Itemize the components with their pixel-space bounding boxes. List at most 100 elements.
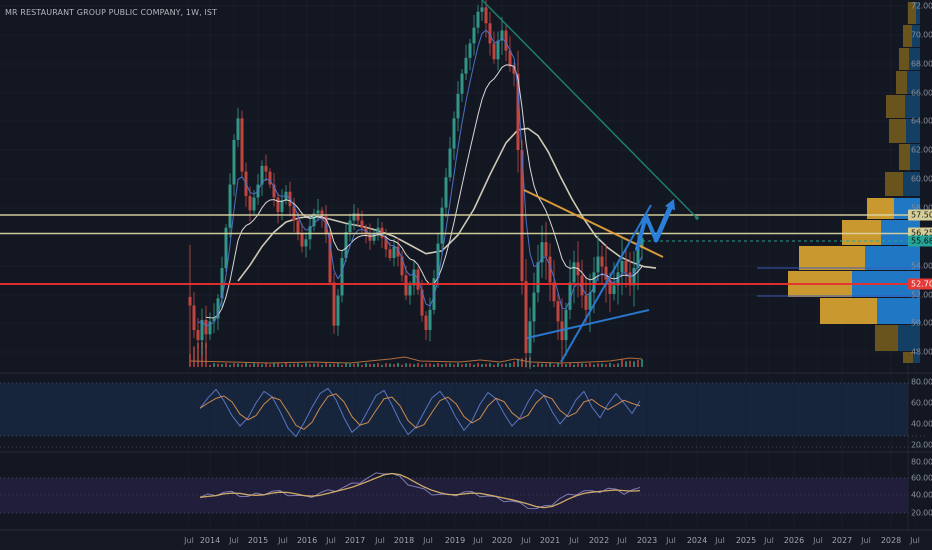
- candle-body: [276, 197, 280, 212]
- mini-volume-bar: [229, 364, 231, 367]
- mini-volume-bar: [237, 363, 239, 367]
- mini-volume-bar: [265, 363, 267, 367]
- mini-volume-bar: [413, 364, 415, 367]
- candle-body: [444, 177, 448, 208]
- volume-profile-gold: [885, 172, 903, 196]
- mini-volume-bar: [253, 363, 255, 367]
- volume-profile-blue: [912, 25, 920, 47]
- candle-body: [228, 184, 232, 228]
- candle-body: [596, 256, 600, 273]
- mini-volume-bar: [389, 363, 391, 367]
- arrow-shaft[interactable]: [644, 214, 658, 242]
- trendline: [526, 309, 650, 339]
- mini-volume-bar: [517, 358, 519, 367]
- candle-body: [248, 196, 252, 211]
- candle-body: [640, 237, 644, 248]
- candle-body: [424, 315, 428, 330]
- candle-body: [448, 148, 452, 178]
- candle-body: [564, 309, 568, 341]
- mini-volume-bar: [461, 364, 463, 367]
- mini-volume-bar: [537, 363, 539, 367]
- oscillator-line: [199, 472, 641, 510]
- candle-body: [280, 200, 284, 212]
- mini-volume-bar: [357, 363, 359, 367]
- candle-body: [188, 296, 192, 306]
- arrow-shaft[interactable]: [653, 201, 675, 243]
- candle-body: [580, 275, 584, 296]
- candle-body: [436, 243, 440, 279]
- candle-body: [212, 318, 216, 322]
- candle-body: [516, 73, 520, 150]
- candle-body: [500, 30, 504, 41]
- mini-volume-bar: [629, 360, 631, 367]
- mini-volume-bar: [369, 363, 371, 367]
- mini-volume-bar: [233, 363, 235, 367]
- candle-body: [392, 246, 396, 258]
- candle-body: [504, 30, 508, 51]
- volume-profile-blue: [894, 198, 920, 219]
- mini-volume-bar: [193, 346, 195, 367]
- mini-volume-bar: [421, 364, 423, 367]
- candle-body: [592, 272, 596, 293]
- mini-volume-bar: [533, 364, 535, 367]
- candle-body: [224, 227, 228, 269]
- candle-body: [508, 50, 512, 67]
- mini-volume-bar: [405, 363, 407, 367]
- volume-profile-gold: [799, 246, 865, 270]
- candle-body: [612, 285, 616, 294]
- volume-profile-blue: [905, 95, 920, 118]
- volume-profile-blue: [909, 48, 920, 70]
- candle-body: [260, 165, 264, 185]
- candle-body: [420, 289, 424, 316]
- candle-body: [552, 282, 556, 302]
- mini-volume-bar: [497, 363, 499, 367]
- volume-profile-blue: [916, 2, 920, 24]
- candle-body: [284, 191, 288, 201]
- mini-volume-bar: [609, 363, 611, 367]
- mini-volume-bar: [425, 363, 427, 367]
- candle-body: [404, 275, 408, 296]
- mini-volume-bar: [197, 343, 199, 367]
- mini-volume-bar: [637, 359, 639, 367]
- mini-volume-bar: [521, 358, 523, 367]
- volume-profile-blue: [898, 325, 920, 351]
- mini-volume-bar: [633, 361, 635, 367]
- mini-volume-bar: [477, 363, 479, 367]
- volume-profile-gold: [903, 25, 912, 47]
- candle-body: [328, 233, 332, 283]
- mini-volume-bar: [321, 364, 323, 367]
- mini-volume-bar: [249, 364, 251, 367]
- mini-volume-bar: [489, 363, 491, 367]
- mini-volume-bar: [209, 364, 211, 367]
- candle-body: [296, 220, 300, 234]
- mini-volume-bar: [353, 363, 355, 367]
- mini-volume-bar: [257, 363, 259, 367]
- volume-profile-blue: [906, 119, 920, 143]
- candle-body: [624, 260, 628, 273]
- mini-volume-bar: [245, 363, 247, 367]
- mini-volume-bar: [213, 363, 215, 367]
- candle-body: [216, 298, 220, 319]
- candle-body: [236, 118, 240, 140]
- mini-volume-bar: [313, 363, 315, 367]
- mini-volume-bar: [309, 364, 311, 367]
- mini-volume-bar: [365, 363, 367, 367]
- volume-profile-gold: [889, 119, 906, 143]
- candle-body: [464, 57, 468, 74]
- arrow-shaft[interactable]: [635, 218, 647, 251]
- mini-volume-bar: [397, 363, 399, 367]
- candle-body: [196, 330, 200, 341]
- candle-body: [300, 233, 304, 247]
- mini-volume-bar: [325, 363, 327, 367]
- candle-body: [620, 260, 624, 273]
- mini-volume-bar: [625, 361, 627, 367]
- candle-body: [292, 206, 296, 221]
- candle-body: [472, 27, 476, 44]
- mini-volume-bar: [441, 364, 443, 367]
- mini-volume-bar: [597, 363, 599, 367]
- mini-volume-bar: [601, 363, 603, 367]
- candle-body: [360, 220, 364, 228]
- candle-body: [460, 73, 464, 94]
